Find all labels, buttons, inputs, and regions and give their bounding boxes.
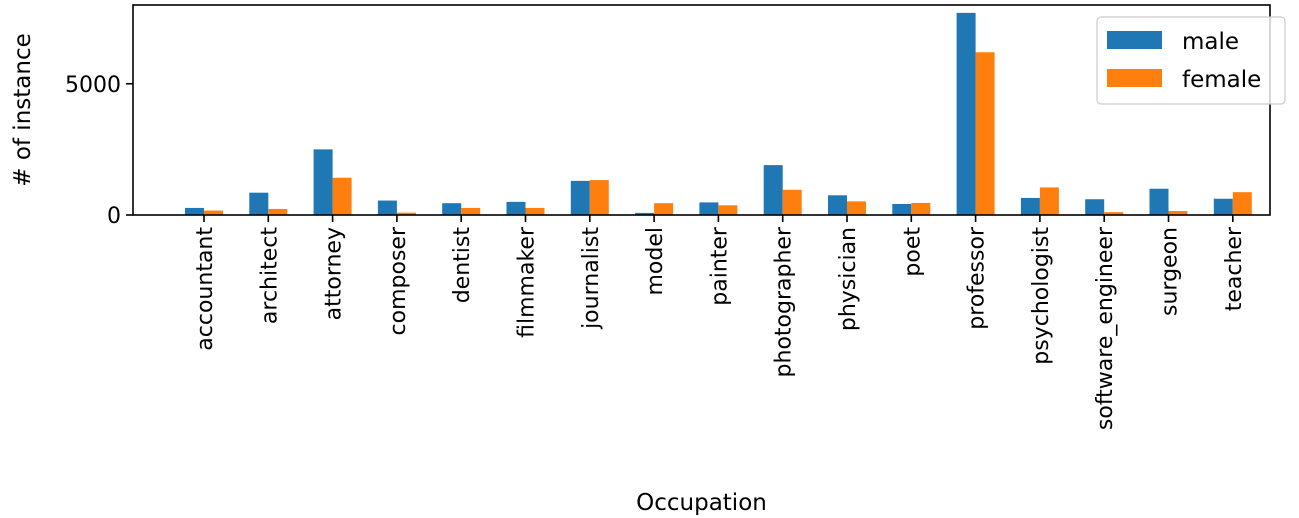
bar-male-model	[635, 212, 655, 215]
bar-female-poet	[911, 202, 931, 215]
x-tick-label: journalist	[579, 227, 604, 330]
bar-female-photographer	[782, 189, 802, 215]
bar-female-accountant	[204, 210, 223, 215]
x-tick-label: composer	[386, 226, 411, 335]
bar-male-attorney	[313, 149, 333, 215]
x-tick-label: photographer	[772, 226, 797, 377]
bar-male-filmmaker	[506, 201, 526, 215]
x-axis-label: Occupation	[636, 490, 767, 516]
bar-female-teacher	[1232, 192, 1252, 215]
bar-male-composer	[377, 200, 397, 215]
x-tick-label: surgeon	[1158, 227, 1183, 316]
x-tick-label: accountant	[193, 227, 218, 351]
bar-female-dentist	[461, 207, 481, 215]
x-tick-label: teacher	[1222, 226, 1247, 311]
y-tick-label: 0	[107, 204, 121, 229]
x-axis: accountant architect attorney composer denti…	[193, 215, 1247, 430]
x-tick-label: physician	[836, 227, 861, 331]
bar-male-painter	[699, 202, 719, 215]
bar-male-poet	[892, 203, 912, 215]
legend-label-female: female	[1182, 67, 1261, 93]
bar-male-physician	[828, 195, 847, 215]
bar-female-composer	[396, 212, 416, 215]
plot-frame	[132, 4, 1271, 216]
y-axis-label: # of instance	[10, 33, 36, 187]
bar-female-filmmaker	[525, 207, 545, 215]
x-tick-label: professor	[965, 226, 990, 330]
x-tick-label: model	[643, 227, 668, 296]
bar-female-surgeon	[1168, 211, 1188, 215]
bar-female-attorney	[332, 177, 352, 215]
x-tick-label: psychologist	[1029, 227, 1054, 365]
bar-male-photographer	[763, 165, 783, 215]
bar-female-painter	[718, 205, 738, 215]
bar-female-journalist	[589, 180, 609, 215]
legend-swatch-male	[1107, 31, 1162, 49]
bars-layer	[185, 12, 1252, 215]
x-tick-label: software_engineer	[1093, 226, 1118, 430]
y-tick-label: 5000	[65, 73, 121, 98]
bar-male-dentist	[442, 203, 462, 215]
legend-label-male: male	[1182, 29, 1239, 55]
bar-female-model	[654, 203, 674, 215]
legend: male female	[1096, 16, 1286, 105]
bar-male-teacher	[1213, 198, 1233, 215]
bar-male-surgeon	[1149, 188, 1169, 215]
x-tick-label: poet	[900, 227, 925, 277]
x-tick-label: architect	[257, 227, 282, 324]
bar-female-software_engineer	[1104, 212, 1124, 215]
bar-male-professor	[956, 12, 976, 215]
y-axis: 0 5000	[65, 73, 133, 229]
bar-male-architect	[249, 192, 269, 215]
x-tick-label: attorney	[322, 227, 347, 320]
legend-swatch-female	[1107, 69, 1162, 87]
bar-female-professor	[975, 52, 995, 215]
x-tick-label: painter	[707, 226, 732, 306]
bar-male-accountant	[185, 207, 204, 215]
bar-male-journalist	[570, 180, 590, 215]
x-tick-label: filmmaker	[515, 226, 540, 338]
bar-female-physician	[847, 201, 866, 215]
bar-male-psychologist	[1020, 197, 1040, 215]
bar-female-architect	[268, 208, 288, 215]
bar-female-psychologist	[1039, 187, 1059, 215]
bar-male-software_engineer	[1085, 199, 1105, 215]
x-tick-label: dentist	[450, 227, 475, 304]
